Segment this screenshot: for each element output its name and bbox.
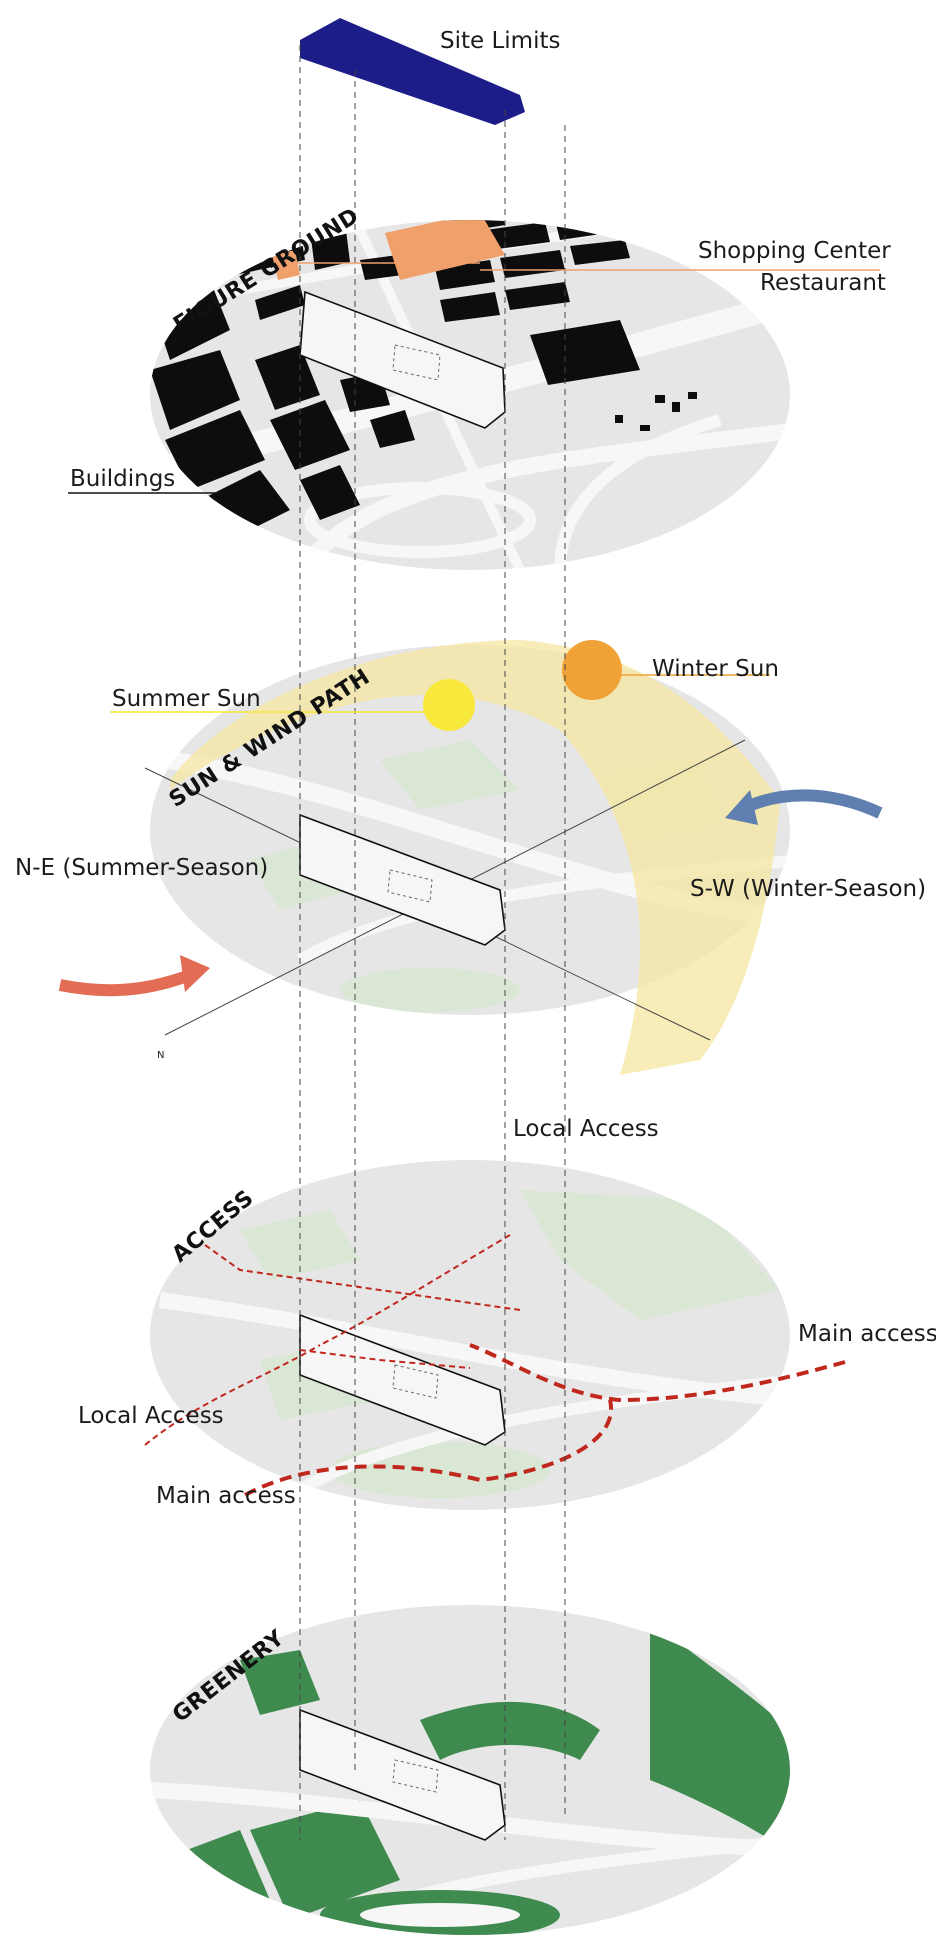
buildings-label: Buildings: [70, 466, 176, 492]
site-outline-4: [299, 1708, 506, 1841]
access-layer: [144, 1160, 846, 1510]
greenery-layer: [150, 1605, 790, 1935]
shopping-center-label: Shopping Center: [698, 238, 891, 264]
site-limits-label: Site Limits: [440, 28, 561, 54]
site-outline-1: [299, 290, 506, 429]
summer-sun-label: Summer Sun: [112, 686, 261, 712]
north-marker: N: [157, 1050, 165, 1061]
local-access-route-2: [319, 1234, 511, 1346]
sun-path-band: [170, 640, 780, 1075]
local-access-label-top: Local Access: [513, 1116, 659, 1142]
building-blocks: [150, 220, 697, 540]
figure-ground-layer: [150, 220, 790, 570]
sw-wind-arrow: [737, 789, 883, 819]
main-access-route-1: [469, 1343, 846, 1403]
main-access-label-left: Main access: [156, 1483, 296, 1509]
ne-wind-label: N-E (Summer-Season): [15, 855, 269, 881]
main-access-label-right: Main access: [798, 1321, 936, 1347]
local-access-label-left: Local Access: [78, 1403, 224, 1429]
local-access-route-3: [144, 1344, 321, 1446]
ne-wind-arrow: [58, 969, 193, 997]
projection-lines: [299, 45, 566, 1840]
winter-sun-label: Winter Sun: [652, 656, 779, 682]
sw-wind-label: S-W (Winter-Season): [690, 876, 927, 902]
leader-lines: [68, 262, 880, 713]
restaurant-label: Restaurant: [760, 270, 886, 296]
local-access-route-1: [204, 1244, 521, 1311]
restaurant-block: [272, 250, 300, 280]
site-limits-block: [300, 18, 525, 125]
main-access-route-2: [244, 1399, 614, 1497]
summer-sun: [423, 679, 475, 731]
winter-sun: [562, 640, 622, 700]
sun-wind-layer: [58, 640, 883, 1075]
large-building: [530, 320, 640, 385]
